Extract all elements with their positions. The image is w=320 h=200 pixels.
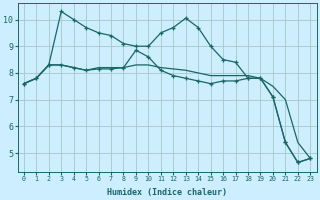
X-axis label: Humidex (Indice chaleur): Humidex (Indice chaleur) (107, 188, 227, 197)
